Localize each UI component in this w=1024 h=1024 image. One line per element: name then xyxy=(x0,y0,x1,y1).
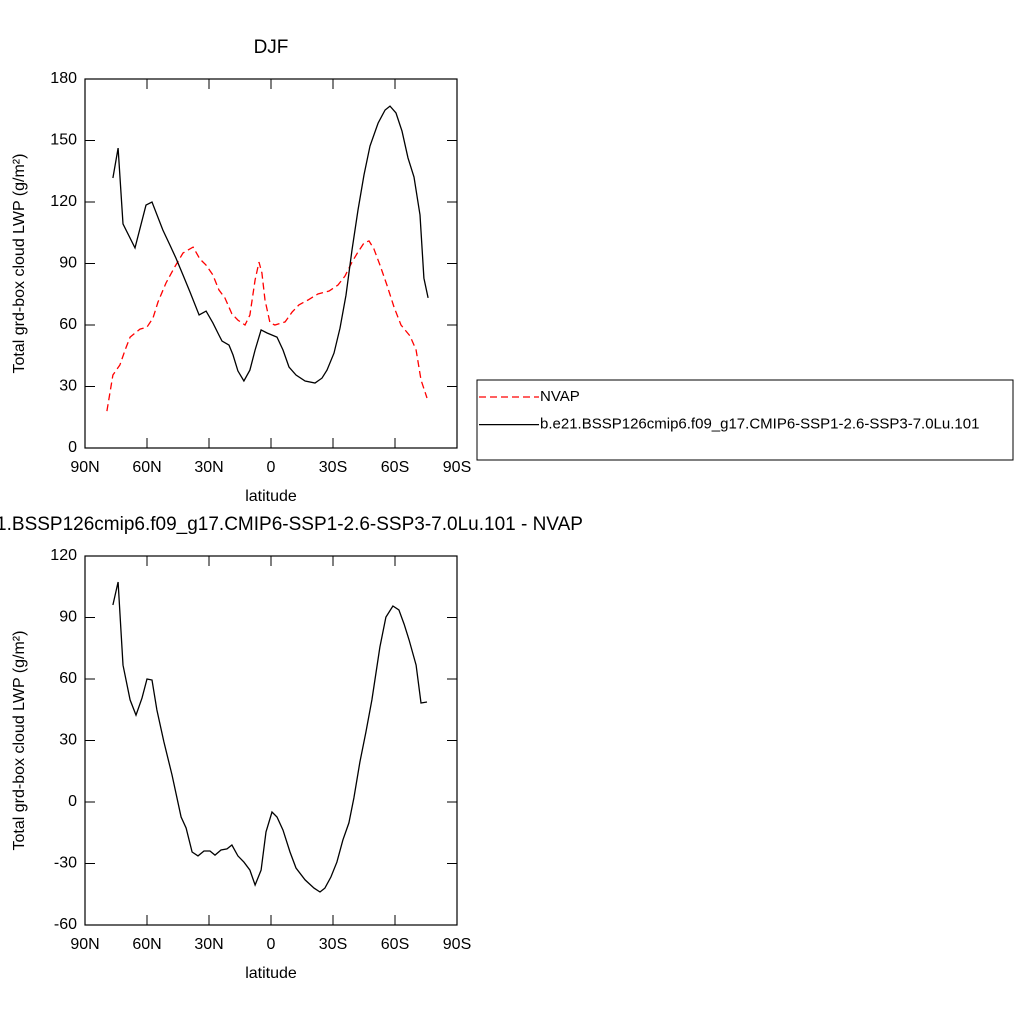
y-tick-label: 150 xyxy=(50,132,77,149)
y-tick-label: -30 xyxy=(54,855,77,872)
y-tick-label: 120 xyxy=(50,193,77,210)
plot-frame xyxy=(84,78,458,449)
x-axis-label: latitude xyxy=(245,488,297,505)
y-tick-label: 30 xyxy=(59,378,77,395)
y-tick-label: -60 xyxy=(54,916,77,933)
chart-title: b.e21.BSSP126cmip6.f09_g17.CMIP6-SSP1-2.… xyxy=(0,514,583,535)
x-tick-label: 60S xyxy=(381,936,409,953)
y-axis-label: Total grd-box cloud LWP (g/m²) xyxy=(11,154,28,374)
plot-frame xyxy=(84,555,458,926)
x-tick-label: 90S xyxy=(443,459,471,476)
legend-label: b.e21.BSSP126cmip6.f09_g17.CMIP6-SSP1-2.… xyxy=(540,416,979,433)
chart-title: DJF xyxy=(254,37,289,58)
x-tick-label: 30S xyxy=(319,459,347,476)
y-tick-label: 0 xyxy=(68,439,77,456)
x-tick-label: 30N xyxy=(194,459,223,476)
x-tick-label: 60N xyxy=(132,459,161,476)
x-tick-label: 30S xyxy=(319,936,347,953)
y-tick-label: 30 xyxy=(59,732,77,749)
y-tick-label: 0 xyxy=(68,793,77,810)
legend-box xyxy=(476,379,1014,461)
y-axis-label: Total grd-box cloud LWP (g/m²) xyxy=(11,631,28,851)
x-tick-label: 30N xyxy=(194,936,223,953)
series-line xyxy=(106,240,428,412)
x-tick-label: 60N xyxy=(132,936,161,953)
y-tick-label: 90 xyxy=(59,609,77,626)
x-axis-label: latitude xyxy=(245,965,297,982)
x-tick-label: 60S xyxy=(381,459,409,476)
x-tick-label: 90N xyxy=(70,459,99,476)
x-tick-label: 90S xyxy=(443,936,471,953)
legend-label: NVAP xyxy=(540,388,580,405)
x-tick-label: 0 xyxy=(267,459,276,476)
series-line xyxy=(112,105,429,384)
y-tick-label: 180 xyxy=(50,70,77,87)
y-tick-label: 60 xyxy=(59,670,77,687)
series-line xyxy=(112,581,428,893)
y-tick-label: 60 xyxy=(59,316,77,333)
y-tick-label: 120 xyxy=(50,547,77,564)
x-tick-label: 0 xyxy=(267,936,276,953)
x-tick-label: 90N xyxy=(70,936,99,953)
y-tick-label: 90 xyxy=(59,255,77,272)
